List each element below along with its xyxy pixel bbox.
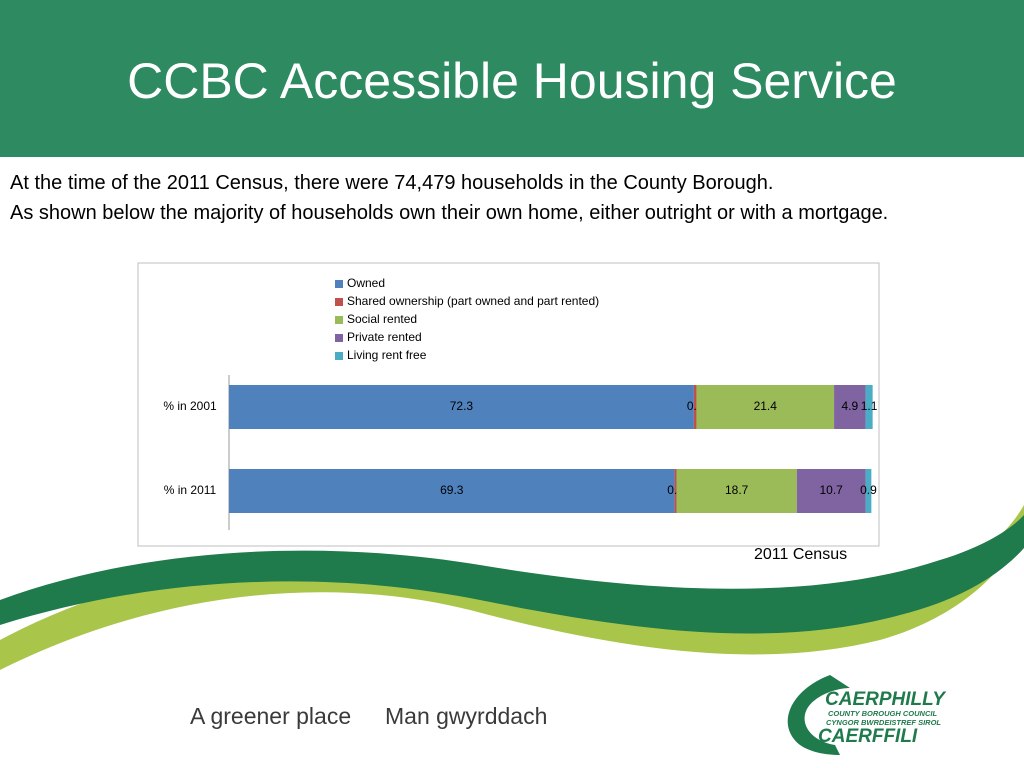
source-note: 2011 Census	[754, 546, 848, 563]
value-label: 1.1	[861, 399, 878, 413]
bar-segment	[865, 385, 873, 429]
slide-title: CCBC Accessible Housing Service	[127, 53, 897, 109]
bar-segment	[693, 385, 697, 429]
category-label: % in 2011	[164, 483, 217, 497]
legend-swatch	[335, 298, 343, 306]
value-label: 69.3	[440, 483, 464, 497]
legend-swatch	[335, 280, 343, 288]
bar-segment	[676, 469, 797, 513]
slogan: Man gwyrddach	[385, 703, 548, 729]
bar-segment	[796, 469, 866, 513]
wave-dark	[0, 515, 1024, 634]
chart: Owned Shared ownership (part owned and pa…	[163, 276, 878, 530]
value-label: 21.4	[754, 399, 778, 413]
logo-text: CAERFFILI	[818, 726, 918, 747]
logo: CAERPHILLY COUNTY BOROUGH COUNCIL CYNGOR…	[787, 675, 947, 755]
legend-label: Owned	[347, 276, 385, 290]
slogan: A greener place	[190, 703, 352, 729]
bar-segment	[865, 469, 872, 513]
value-label: 10.7	[819, 483, 843, 497]
value-label: 0.9	[860, 483, 877, 497]
value-label: 4.9	[841, 399, 858, 413]
paragraph: As shown below the majority of household…	[10, 202, 889, 224]
legend-label: Living rent free	[347, 348, 427, 362]
legend-label: Shared ownership (part owned and part re…	[347, 294, 599, 308]
logo-text: CAERPHILLY	[825, 689, 947, 710]
bar-segment	[229, 469, 675, 513]
legend-swatch	[335, 334, 343, 342]
legend-swatch	[335, 316, 343, 324]
legend-swatch	[335, 352, 343, 360]
value-label: 18.7	[725, 483, 749, 497]
bar-segment	[834, 385, 866, 429]
bar-segment	[674, 469, 677, 513]
bar-segment	[229, 385, 694, 429]
body-text: At the time of the 2011 Census, there we…	[10, 168, 1020, 228]
value-label: 72.3	[450, 399, 474, 413]
logo-text: CYNGOR BWRDEISTREF SIROL	[826, 718, 941, 727]
bar-segment	[696, 385, 835, 429]
legend-label: Social rented	[347, 312, 417, 326]
header-band: CCBC Accessible Housing Service	[0, 0, 1024, 157]
logo-swirl	[787, 675, 850, 755]
logo-text: COUNTY BOROUGH COUNCIL	[828, 709, 937, 718]
legend-label: Private rented	[347, 330, 422, 344]
category-label: % in 2001	[163, 399, 217, 413]
paragraph: At the time of the 2011 Census, there we…	[10, 172, 774, 194]
